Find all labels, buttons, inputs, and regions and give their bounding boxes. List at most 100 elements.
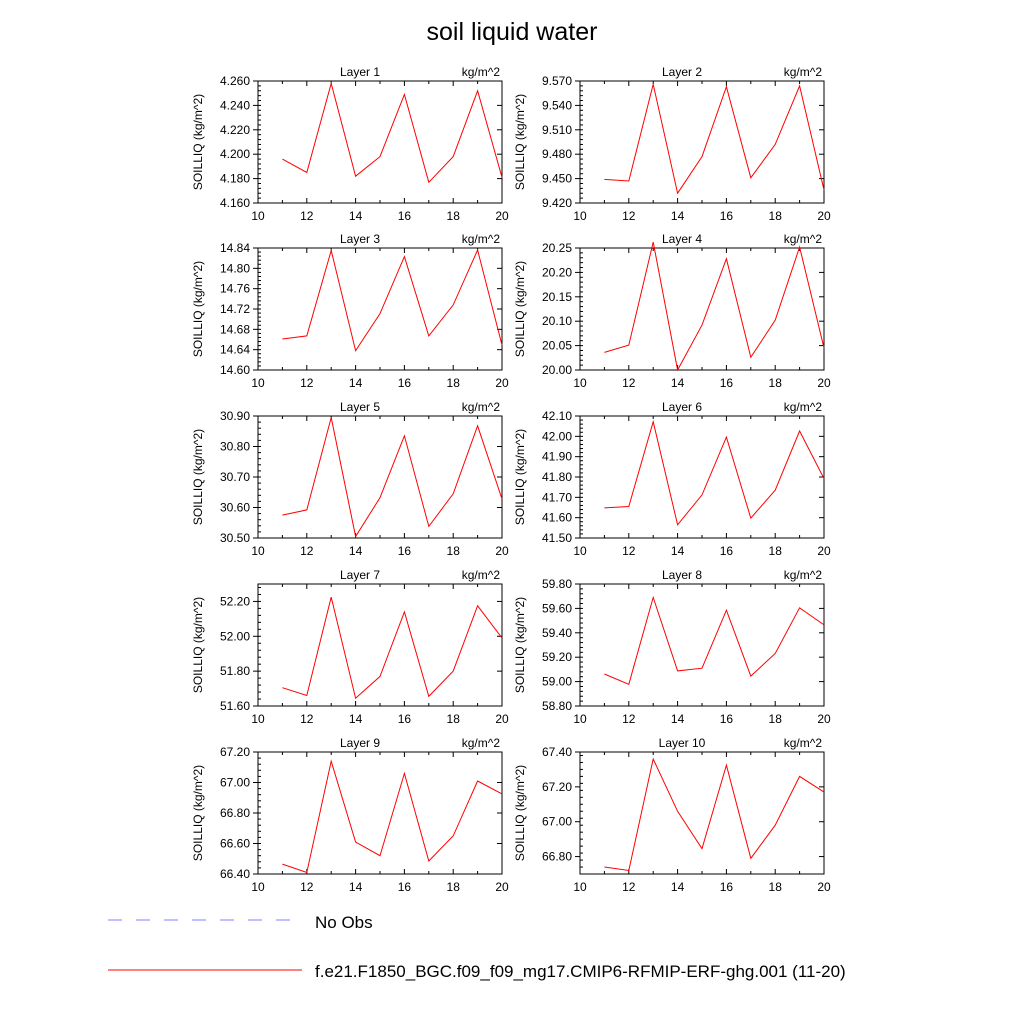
layer-2-panel: Layer 2 kg/m^2 SOILLIQ (kg/m^2) 10 12 14 16 18 2… [513,65,831,223]
layer-8-x-tick-label: 14 [671,712,685,726]
layer-2-y-tick-label: 9.420 [542,196,572,210]
layer-7-x-tick-label: 12 [300,712,314,726]
layer-10-x-tick-label: 20 [817,880,831,894]
layer-4-x-tick-label: 18 [769,376,783,390]
layer-8-y-tick-label: 59.80 [542,577,572,591]
layer-6-y-tick-label: 41.80 [542,470,572,484]
layer-8-x-tick-label: 12 [622,712,636,726]
layer-3-y-axis-label: SOILLIQ (kg/m^2) [191,261,205,357]
layer-1-x-tick-label: 14 [349,209,363,223]
layer-6-x-tick-label: 20 [817,544,831,558]
layer-7-x-tick-label: 20 [495,712,509,726]
layer-3-plot-frame [257,247,503,371]
layer-5-y-tick-label: 30.60 [220,501,250,515]
layer-5-x-tick-label: 14 [349,544,363,558]
layer-1-y-tick-label: 4.180 [220,172,250,186]
layer-4-title: Layer 4 [662,232,702,246]
layer-2-soilliq-series-line [604,84,825,195]
layer-6-y-tick-label: 41.50 [542,531,572,545]
layer-2-title: Layer 2 [662,65,702,79]
layer-5-y-tick-label: 30.90 [220,409,250,423]
layer-10-soilliq-series-line [604,757,825,872]
layer-1-y-tick-label: 4.240 [220,98,250,112]
layer-5-y-axis-label: SOILLIQ (kg/m^2) [191,429,205,525]
layer-10-title: Layer 10 [659,736,706,750]
layer-4-x-tick-label: 14 [671,376,685,390]
layer-7-x-tick-label: 10 [251,712,265,726]
layer-9-x-tick-label: 12 [300,880,314,894]
layer-9-title: Layer 9 [340,736,380,750]
layer-9-y-tick-label: 67.20 [220,745,250,759]
layer-3-units: kg/m^2 [462,232,501,246]
layer-6-y-tick-label: 41.90 [542,450,572,464]
layer-4-y-tick-label: 20.20 [542,265,572,279]
layer-4-plot-frame [579,247,825,371]
layer-9-y-tick-label: 67.00 [220,776,250,790]
layer-4-y-tick-label: 20.05 [542,339,572,353]
legend: No Obs f.e21.F1850_BGC.f09_f09_mg17.CMIP… [108,913,846,981]
layer-8-y-tick-label: 58.80 [542,699,572,713]
layer-7-y-axis-label: SOILLIQ (kg/m^2) [191,597,205,693]
layer-2-y-tick-label: 9.510 [542,123,572,137]
layer-7-x-tick-label: 16 [398,712,412,726]
layer-8-y-axis-label: SOILLIQ (kg/m^2) [513,597,527,693]
layer-6-x-tick-label: 16 [720,544,734,558]
layer-3-y-tick-label: 14.64 [220,343,250,357]
layer-4-x-tick-label: 12 [622,376,636,390]
layer-3-y-tick-label: 14.76 [220,282,250,296]
layer-5-plot-frame [257,415,503,539]
layer-5-units: kg/m^2 [462,400,501,414]
layer-4-y-tick-label: 20.00 [542,363,572,377]
layer-6-x-tick-label: 14 [671,544,685,558]
layer-1-x-tick-label: 20 [495,209,509,223]
layer-9-units: kg/m^2 [462,736,501,750]
layer-2-y-tick-label: 9.450 [542,172,572,186]
layer-3-y-tick-label: 14.60 [220,363,250,377]
layer-3-x-tick-label: 20 [495,376,509,390]
layer-3-y-tick-label: 14.84 [220,241,250,255]
layer-3-x-tick-label: 18 [447,376,461,390]
layer-2-y-tick-label: 9.480 [542,147,572,161]
layer-10-panel: Layer 10 kg/m^2 SOILLIQ (kg/m^2) 10 12 14 16 18… [513,736,831,894]
layer-7-y-tick-label: 51.60 [220,699,250,713]
layer-3-y-tick-label: 14.68 [220,322,250,336]
layer-7-plot-frame [257,583,503,707]
layer-1-x-tick-label: 18 [447,209,461,223]
layer-10-y-tick-label: 66.80 [542,850,572,864]
layer-9-x-tick-label: 10 [251,880,265,894]
layer-9-y-tick-label: 66.40 [220,867,250,881]
layer-9-x-tick-label: 14 [349,880,363,894]
layer-6-y-tick-label: 41.70 [542,490,572,504]
layer-10-y-tick-label: 67.20 [542,780,572,794]
layer-6-y-axis-label: SOILLIQ (kg/m^2) [513,429,527,525]
layer-10-y-tick-label: 67.40 [542,745,572,759]
layer-6-x-tick-label: 12 [622,544,636,558]
layer-6-units: kg/m^2 [784,400,823,414]
layer-6-x-tick-label: 10 [573,544,587,558]
layer-5-y-tick-label: 30.50 [220,531,250,545]
layer-8-x-tick-label: 18 [769,712,783,726]
layer-7-y-tick-label: 51.80 [220,664,250,678]
legend-run-label: f.e21.F1850_BGC.f09_f09_mg17.CMIP6-RFMIP… [315,962,846,981]
layer-4-y-axis-label: SOILLIQ (kg/m^2) [513,261,527,357]
layer-8-y-tick-label: 59.20 [542,650,572,664]
layer-5-x-tick-label: 16 [398,544,412,558]
layer-2-x-tick-label: 14 [671,209,685,223]
layer-1-title: Layer 1 [340,65,380,79]
layer-1-x-tick-label: 10 [251,209,265,223]
layer-4-soilliq-series-line [604,241,825,372]
layer-5-x-tick-label: 20 [495,544,509,558]
layer-5-panel: Layer 5 kg/m^2 SOILLIQ (kg/m^2) 10 12 14 16 18 2… [191,400,509,558]
layer-8-plot-frame [579,583,825,707]
layer-2-x-tick-label: 16 [720,209,734,223]
layer-10-units: kg/m^2 [784,736,823,750]
layer-7-y-tick-label: 52.20 [220,594,250,608]
layer-6-y-tick-label: 42.10 [542,409,572,423]
layer-4-panel: Layer 4 kg/m^2 SOILLIQ (kg/m^2) 10 12 14 16 18 2… [513,232,831,390]
layer-1-soilliq-series-line [282,81,503,184]
layer-10-x-tick-label: 14 [671,880,685,894]
layer-8-soilliq-series-line [604,595,825,685]
layer-7-x-tick-label: 18 [447,712,461,726]
legend-no-obs-label: No Obs [315,913,373,932]
